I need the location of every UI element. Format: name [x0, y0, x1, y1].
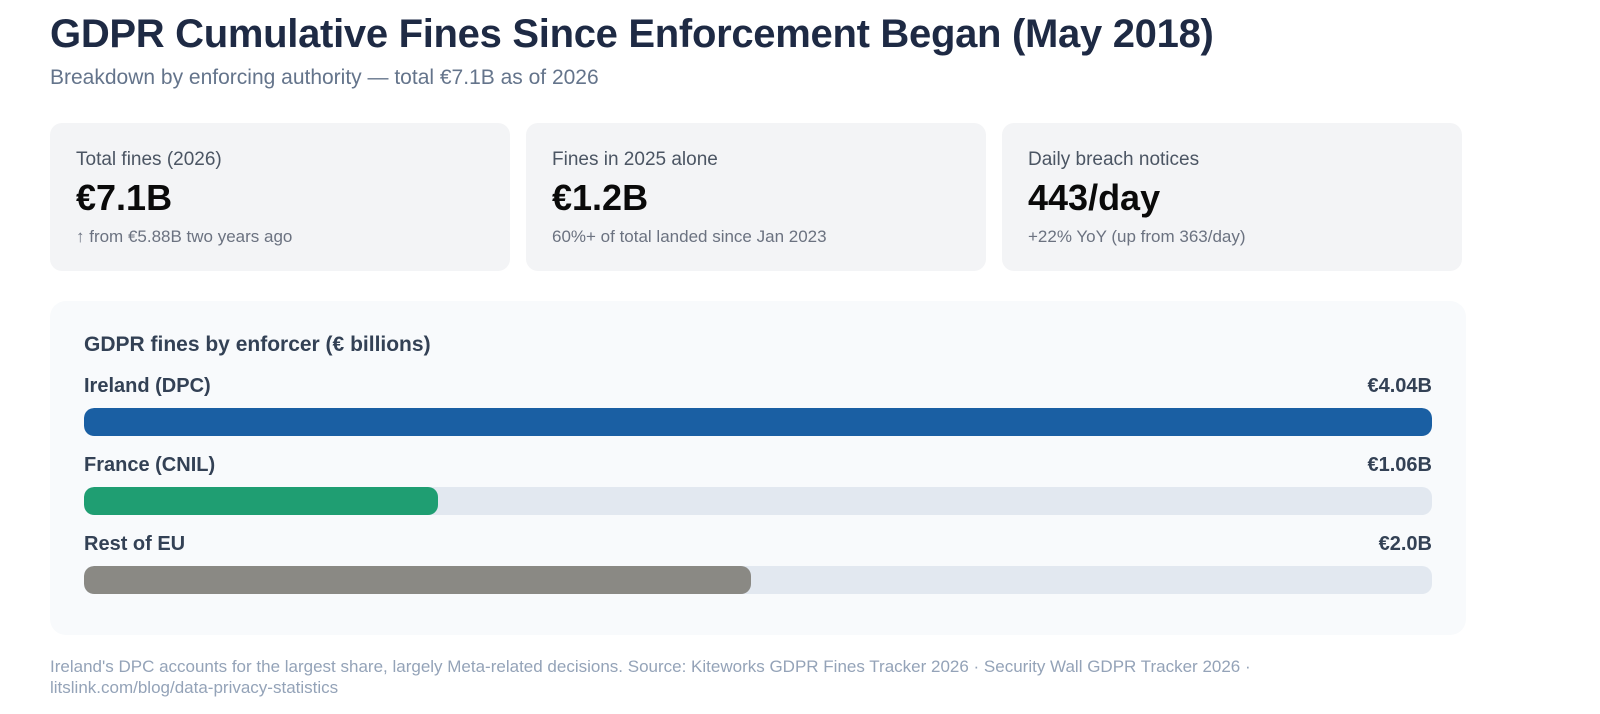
stat-card-value: €1.2B — [552, 177, 649, 218]
source-note: Ireland's DPC accounts for the largest s… — [50, 657, 1251, 697]
bar-category-label: France (CNIL) — [84, 454, 216, 476]
stat-card-2025-fines: Fines in 2025 alone €1.2B 60%+ of total … — [526, 123, 986, 271]
stat-card-note: +22% YoY (up from 363/day) — [1028, 227, 1246, 246]
bar-header: Rest of EU €2.0B — [84, 533, 1432, 556]
stat-card-breach-notices: Daily breach notices 443/day +22% YoY (u… — [1002, 123, 1462, 271]
stat-card-value: €7.1B — [76, 177, 173, 218]
bar-track — [84, 566, 1432, 594]
page-title: GDPR Cumulative Fines Since Enforcement … — [50, 12, 1214, 56]
bar-category-label: Ireland (DPC) — [84, 375, 211, 397]
bar — [84, 566, 752, 594]
bar-value-label: €2.0B — [1378, 533, 1432, 555]
chart-title: GDPR fines by enforcer (€ billions) — [84, 333, 431, 356]
bar-row: Ireland (DPC) €4.04B — [84, 375, 1432, 436]
bar-category-label: Rest of EU — [84, 533, 186, 555]
bar-track — [84, 487, 1432, 515]
bar-row: Rest of EU €2.0B — [84, 533, 1432, 594]
stat-card-note: ↑ from €5.88B two years ago — [76, 227, 293, 246]
stat-card-note: 60%+ of total landed since Jan 2023 — [552, 227, 827, 246]
stat-card-total-fines: Total fines (2026) €7.1B ↑ from €5.88B t… — [50, 123, 510, 271]
stat-cards: Total fines (2026) €7.1B ↑ from €5.88B t… — [50, 123, 1466, 271]
stat-card-label: Fines in 2025 alone — [552, 149, 718, 170]
stat-card-value: 443/day — [1028, 177, 1161, 218]
chart-panel: GDPR fines by enforcer (€ billions) Irel… — [50, 301, 1466, 635]
bar-track — [84, 408, 1432, 436]
bar — [84, 487, 438, 515]
bar-value-label: €4.04B — [1367, 375, 1433, 397]
stat-card-label: Total fines (2026) — [76, 149, 222, 170]
stat-card-label: Daily breach notices — [1028, 149, 1200, 170]
bar-row: France (CNIL) €1.06B — [84, 454, 1432, 515]
bar-chart: Ireland (DPC) €4.04B France (CNIL) €1.06B Re… — [84, 375, 1432, 594]
bar — [84, 408, 1432, 436]
page-subtitle: Breakdown by enforcing authority — total… — [50, 66, 599, 89]
bar-value-label: €1.06B — [1367, 454, 1433, 476]
bar-header: Ireland (DPC) €4.04B — [84, 375, 1432, 398]
bar-header: France (CNIL) €1.06B — [84, 454, 1432, 477]
